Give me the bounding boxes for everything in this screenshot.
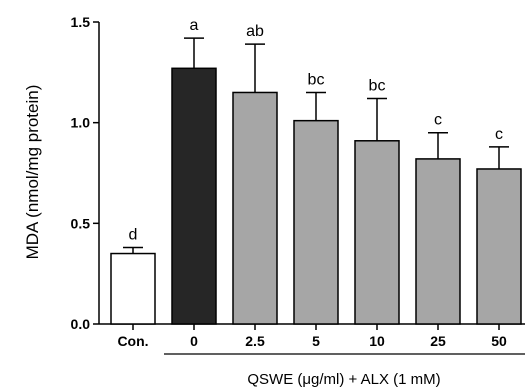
significance-label-5: c bbox=[434, 112, 442, 129]
y-axis-label: MDA (nmol/mg protein) bbox=[23, 85, 42, 260]
axes: 0.0 0.5 1.0 1.5 Con. 0 2.5 5 10 25 50 bbox=[71, 14, 525, 355]
y-tick-label-1: 0.5 bbox=[71, 215, 91, 231]
category-label-0: Con. bbox=[117, 333, 148, 349]
category-label-6: 50 bbox=[491, 333, 507, 349]
category-label-1: 0 bbox=[190, 333, 198, 349]
bars: d a ab bc bc c c bbox=[110, 17, 522, 325]
x-axis-label: QSWE (μg/ml) + ALX (1 mM) bbox=[247, 371, 440, 388]
y-tick-label-3: 1.5 bbox=[71, 14, 91, 30]
category-label-3: 5 bbox=[312, 333, 320, 349]
significance-label-2: ab bbox=[246, 23, 264, 40]
bar-4 bbox=[354, 140, 400, 325]
bar-1 bbox=[171, 67, 217, 325]
bar-0 bbox=[110, 252, 156, 325]
y-tick-label-2: 1.0 bbox=[71, 115, 91, 131]
significance-label-4: bc bbox=[369, 78, 386, 95]
significance-label-1: a bbox=[190, 17, 199, 34]
significance-label-0: d bbox=[129, 226, 138, 243]
significance-label-6: c bbox=[495, 126, 503, 143]
bar-3 bbox=[293, 119, 339, 325]
y-tick-label-0: 0.0 bbox=[71, 316, 91, 332]
category-label-2: 2.5 bbox=[245, 333, 265, 349]
significance-label-3: bc bbox=[308, 71, 325, 88]
bar-6 bbox=[476, 168, 522, 325]
bar-5 bbox=[415, 158, 461, 325]
labels: MDA (nmol/mg protein) QSWE (μg/ml) + ALX… bbox=[23, 85, 441, 388]
category-label-5: 25 bbox=[430, 333, 446, 349]
category-label-4: 10 bbox=[369, 333, 385, 349]
bar-2 bbox=[232, 91, 278, 325]
